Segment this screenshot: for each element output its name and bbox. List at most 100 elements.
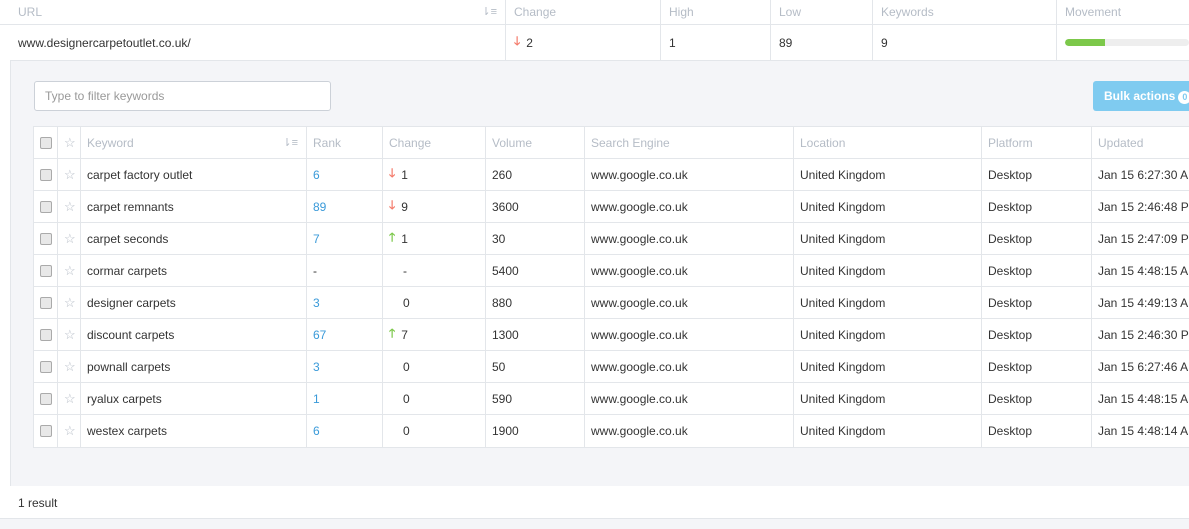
result-count: 1 result — [18, 496, 58, 510]
change-cell: 🡓 2 — [506, 25, 661, 60]
high-cell: 1 — [661, 25, 771, 60]
change-cell: - — [383, 255, 486, 286]
select-all-checkbox[interactable] — [40, 136, 52, 149]
table-row[interactable]: ☆ designer carpets 3 0 880 www.google.co… — [34, 287, 1189, 319]
star-icon[interactable]: ☆ — [64, 230, 76, 246]
rank-cell[interactable]: 3 — [307, 351, 383, 382]
sort-icon[interactable]: ⇂≡ — [282, 137, 298, 149]
star-icon[interactable]: ☆ — [64, 134, 76, 150]
arrow-down-icon: 🡓 — [514, 34, 521, 48]
row-checkbox[interactable] — [40, 168, 52, 181]
movement-cell — [1057, 25, 1189, 60]
rank-cell[interactable]: 67 — [307, 319, 383, 350]
col-keyword[interactable]: Keyword ⇂≡ — [81, 127, 307, 158]
keywords-table: ☆ Keyword ⇂≡ Rank Change Volume Search En… — [33, 126, 1189, 448]
table-row[interactable]: ☆ cormar carpets - - 5400 www.google.co.… — [34, 255, 1189, 287]
keyword-cell: carpet seconds — [81, 223, 307, 254]
col-keywords[interactable]: Keywords — [873, 0, 1057, 24]
col-change[interactable]: Change — [506, 0, 661, 24]
row-checkbox[interactable] — [40, 328, 52, 341]
keywords-cell: 9 — [873, 25, 1057, 60]
col-location[interactable]: Location — [794, 127, 982, 158]
table-row[interactable]: ☆ ryalux carpets 1 0 590 www.google.co.u… — [34, 383, 1189, 415]
location-cell: United Kingdom — [794, 255, 982, 286]
col-url[interactable]: URL ⇂≡ — [0, 0, 506, 24]
arrow-up-icon: 🡑 — [389, 230, 396, 244]
change-cell: 🡑 1 — [383, 223, 486, 254]
row-checkbox[interactable] — [40, 200, 52, 213]
col-movement[interactable]: Movement — [1065, 5, 1122, 19]
volume-cell: 880 — [486, 287, 585, 318]
rank-cell[interactable]: 89 — [307, 191, 383, 222]
volume-cell: 1900 — [486, 415, 585, 447]
col-platform[interactable]: Platform — [982, 127, 1092, 158]
rank-cell[interactable]: 6 — [307, 159, 383, 190]
star-icon[interactable]: ☆ — [64, 262, 76, 278]
rank-cell[interactable]: 6 — [307, 415, 383, 447]
keyword-cell: designer carpets — [81, 287, 307, 318]
star-icon[interactable]: ☆ — [64, 358, 76, 374]
search-engine-cell: www.google.co.uk — [585, 319, 794, 350]
col-low[interactable]: Low — [771, 0, 873, 24]
change-cell: 🡓 1 — [383, 159, 486, 190]
volume-cell: 30 — [486, 223, 585, 254]
filter-keywords-input[interactable] — [34, 81, 331, 111]
col-updated[interactable]: Updated — [1098, 135, 1144, 150]
updated-cell: Jan 15 6:27:30 AM — [1098, 167, 1189, 182]
row-checkbox[interactable] — [40, 232, 52, 245]
arrow-down-icon: 🡓 — [389, 198, 396, 212]
table-row[interactable]: ☆ discount carpets 67 🡑 7 1300 www.google… — [34, 319, 1189, 351]
search-engine-cell: www.google.co.uk — [585, 287, 794, 318]
updated-cell: Jan 15 6:27:46 AM — [1098, 359, 1189, 374]
platform-cell: Desktop — [982, 287, 1092, 318]
platform-cell: Desktop — [982, 415, 1092, 447]
star-icon[interactable]: ☆ — [64, 423, 76, 438]
volume-cell: 5400 — [486, 255, 585, 286]
row-checkbox[interactable] — [40, 360, 52, 373]
row-checkbox[interactable] — [40, 425, 52, 437]
col-search-engine[interactable]: Search Engine — [585, 127, 794, 158]
bulk-actions-button[interactable]: Bulk actions 0 — [1093, 81, 1189, 111]
col-change[interactable]: Change — [383, 127, 486, 158]
updated-cell: Jan 15 2:46:30 PM — [1098, 327, 1189, 342]
table-row[interactable]: ☆ westex carpets 6 0 1900 www.google.co.… — [34, 415, 1189, 447]
rank-cell[interactable]: 7 — [307, 223, 383, 254]
row-checkbox[interactable] — [40, 264, 52, 277]
keyword-cell: discount carpets — [81, 319, 307, 350]
row-checkbox[interactable] — [40, 296, 52, 309]
sort-icon[interactable]: ⇂≡ — [481, 6, 497, 18]
search-engine-cell: www.google.co.uk — [585, 351, 794, 382]
col-high[interactable]: High — [661, 0, 771, 24]
table-row[interactable]: ☆ pownall carpets 3 0 50 www.google.co.u… — [34, 351, 1189, 383]
url-cell: www.designercarpetoutlet.co.uk/ — [0, 25, 506, 60]
location-cell: United Kingdom — [794, 383, 982, 414]
star-icon[interactable]: ☆ — [64, 294, 76, 310]
col-volume[interactable]: Volume — [486, 127, 585, 158]
star-icon[interactable]: ☆ — [64, 166, 76, 182]
url-row[interactable]: www.designercarpetoutlet.co.uk/ 🡓 2 1 89 … — [0, 25, 1189, 60]
rank-cell[interactable]: 1 — [307, 383, 383, 414]
table-row[interactable]: ☆ carpet remnants 89 🡓 9 3600 www.google.… — [34, 191, 1189, 223]
platform-cell: Desktop — [982, 159, 1092, 190]
platform-cell: Desktop — [982, 319, 1092, 350]
platform-cell: Desktop — [982, 383, 1092, 414]
keyword-cell: pownall carpets — [81, 351, 307, 382]
keyword-cell: carpet remnants — [81, 191, 307, 222]
platform-cell: Desktop — [982, 191, 1092, 222]
location-cell: United Kingdom — [794, 415, 982, 447]
change-cell: 0 — [383, 351, 486, 382]
arrow-down-icon: 🡓 — [389, 166, 396, 180]
star-icon[interactable]: ☆ — [64, 390, 76, 406]
change-cell: 0 — [383, 383, 486, 414]
star-icon[interactable]: ☆ — [64, 198, 76, 214]
search-engine-cell: www.google.co.uk — [585, 383, 794, 414]
location-cell: United Kingdom — [794, 159, 982, 190]
col-rank[interactable]: Rank — [307, 127, 383, 158]
table-row[interactable]: ☆ carpet factory outlet 6 🡓 1 260 www.goo… — [34, 159, 1189, 191]
rank-cell[interactable]: 3 — [307, 287, 383, 318]
url-table-header: URL ⇂≡ Change High Low Keywords Movement — [0, 0, 1189, 25]
table-row[interactable]: ☆ carpet seconds 7 🡑 1 30 www.google.co.u… — [34, 223, 1189, 255]
star-icon[interactable]: ☆ — [64, 326, 76, 342]
row-checkbox[interactable] — [40, 392, 52, 405]
